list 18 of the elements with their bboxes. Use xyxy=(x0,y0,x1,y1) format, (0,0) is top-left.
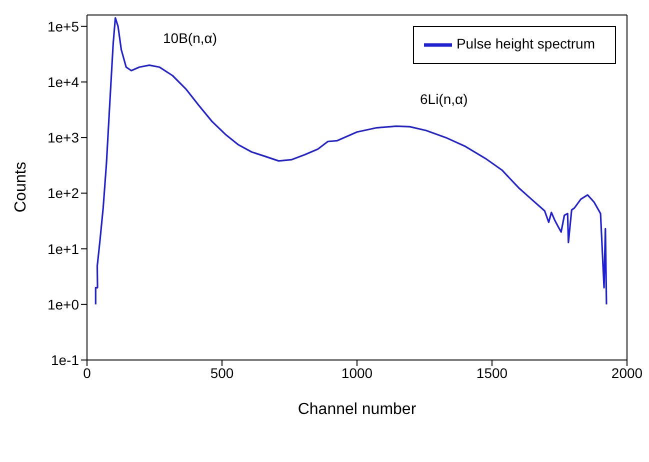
x-tick-label: 2000 xyxy=(611,364,643,381)
x-tick-label: 500 xyxy=(210,364,234,381)
y-tick-label: 1e+2 xyxy=(47,185,80,202)
x-tick-label: 0 xyxy=(83,364,92,381)
line-series xyxy=(94,17,608,306)
x-axis-title: Channel number xyxy=(298,401,417,418)
y-tick-label: 1e-1 xyxy=(50,352,80,368)
y-tick-label: 1e+1 xyxy=(47,240,80,257)
annotation: 10B(n,α) xyxy=(163,30,218,46)
y-axis-title: Counts xyxy=(12,162,30,212)
x-tick-label: 1500 xyxy=(476,364,508,381)
legend-label: Pulse height spectrum xyxy=(456,36,595,52)
y-tick-label: 1e+4 xyxy=(47,74,80,90)
annotation: 6Li(n,α) xyxy=(420,91,468,107)
y-tick-label: 1e+0 xyxy=(47,296,80,312)
y-tick-label: 1e+3 xyxy=(47,130,80,146)
y-tick-label: 1e+5 xyxy=(47,18,80,34)
x-tick-label: 1000 xyxy=(341,364,373,381)
